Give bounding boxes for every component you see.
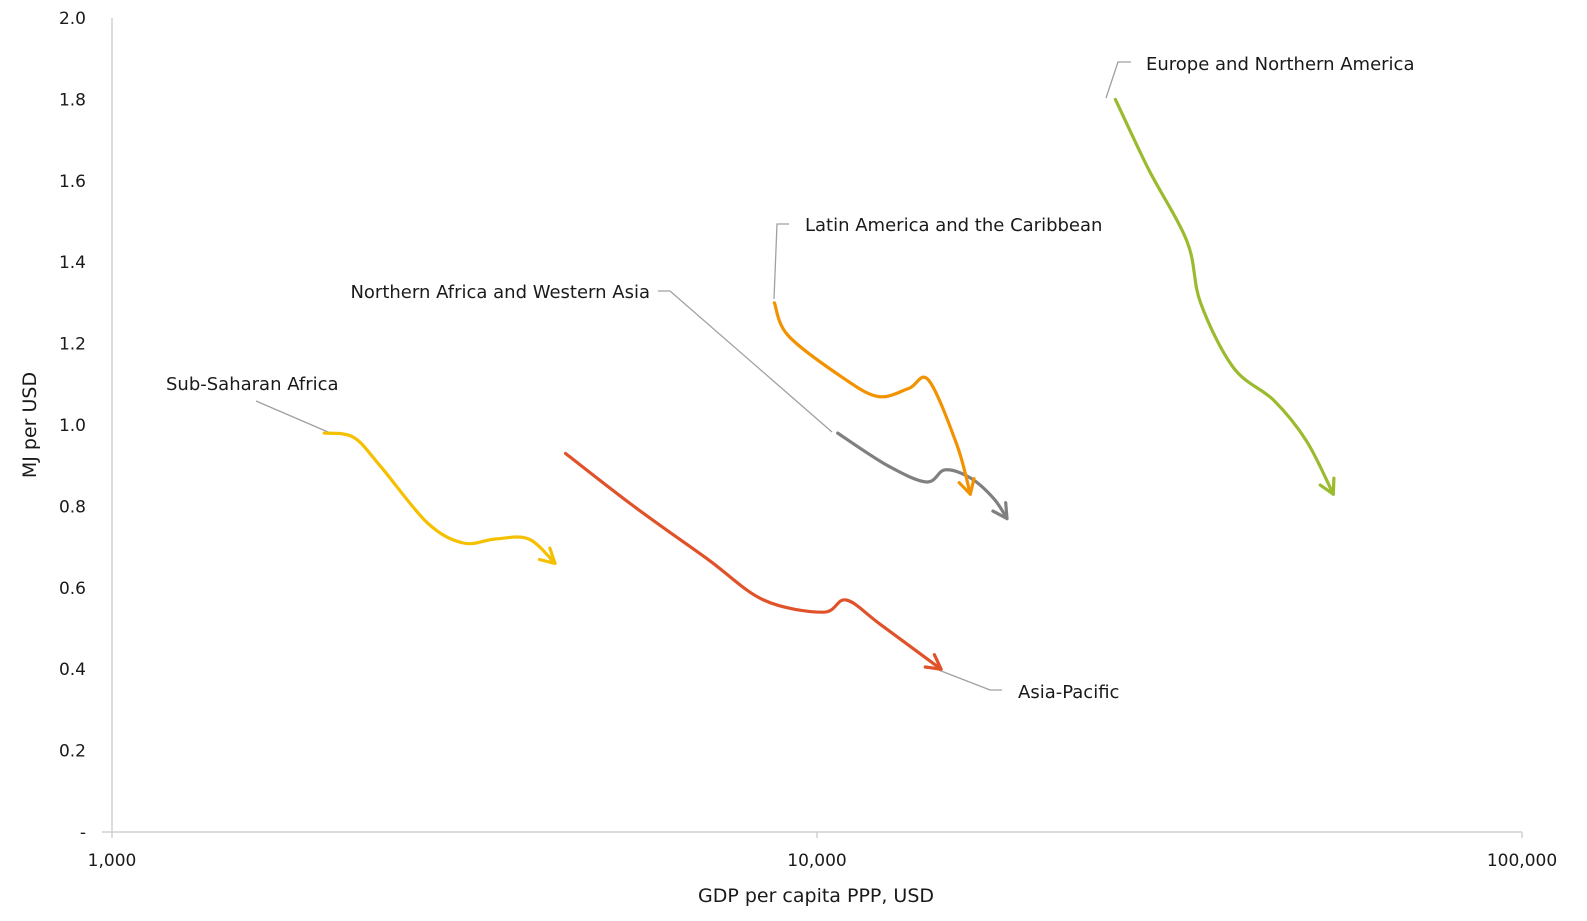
series-line-latin-america-and-the-caribbean [772,301,972,496]
leader-line-northern-africa-and-western-asia [658,290,833,433]
y-tick-label: 2.0 [59,9,86,29]
leader-line-europe-and-northern-america [1105,61,1131,99]
leader-line-sub-saharan-africa [255,400,331,434]
series-labels: Sub-Saharan Africa Asia-Pacific Northern A… [166,54,1415,703]
arrowhead-latin-america-and-the-caribbean [957,477,976,496]
leader-line-latin-america-and-the-caribbean [773,223,789,300]
arrowhead-europe-and-northern-america [1318,476,1336,496]
x-tick-labels: 1,000 10,000 100,000 [88,851,1557,871]
series-line-asia-pacific [564,451,943,671]
series-group [322,97,1336,671]
y-tick-label: 1.2 [59,335,86,355]
y-tick-label: 0.4 [59,660,86,680]
series-line-sub-saharan-africa [322,431,557,565]
series-label-asia-pacific: Asia-Pacific [1018,682,1119,703]
arrowhead-asia-pacific [923,653,943,671]
y-tick-label: 1.4 [59,253,86,273]
arrowhead-northern-africa-and-western-asia [991,501,1009,521]
y-tick-label: 0.2 [59,742,86,762]
y-tick-label: 0.8 [59,497,86,517]
label-leader-lines [255,61,1131,691]
series-label-europe-and-northern-america: Europe and Northern America [1146,54,1415,75]
series-label-sub-saharan-africa: Sub-Saharan Africa [166,374,339,395]
y-tick-label: 1.6 [59,172,86,192]
series-line-northern-africa-and-western-asia [836,431,1009,521]
y-tick-label: 0.6 [59,579,86,599]
series-label-northern-africa-and-western-asia: Northern Africa and Western Asia [350,282,650,303]
y-tick-label: 1.0 [59,416,86,436]
y-tick-labels: - 0.2 0.4 0.6 0.8 1.0 1.2 1.4 1.6 1.8 2.0 [59,9,86,843]
x-tick-label: 1,000 [88,851,137,871]
x-axis-label: GDP per capita PPP, USD [698,885,934,907]
series-label-latin-america-and-the-caribbean: Latin America and the Caribbean [805,215,1102,236]
y-tick-label: 1.8 [59,90,86,110]
series-line-europe-and-northern-america [1113,97,1335,496]
leader-line-asia-pacific [935,668,1002,691]
y-tick-label: - [80,823,86,843]
y-axis-label: MJ per USD [19,372,41,478]
x-tick-marks [111,832,1523,838]
arrowhead-sub-saharan-africa [537,546,557,565]
x-tick-label: 10,000 [787,851,846,871]
x-tick-label: 100,000 [1487,851,1557,871]
